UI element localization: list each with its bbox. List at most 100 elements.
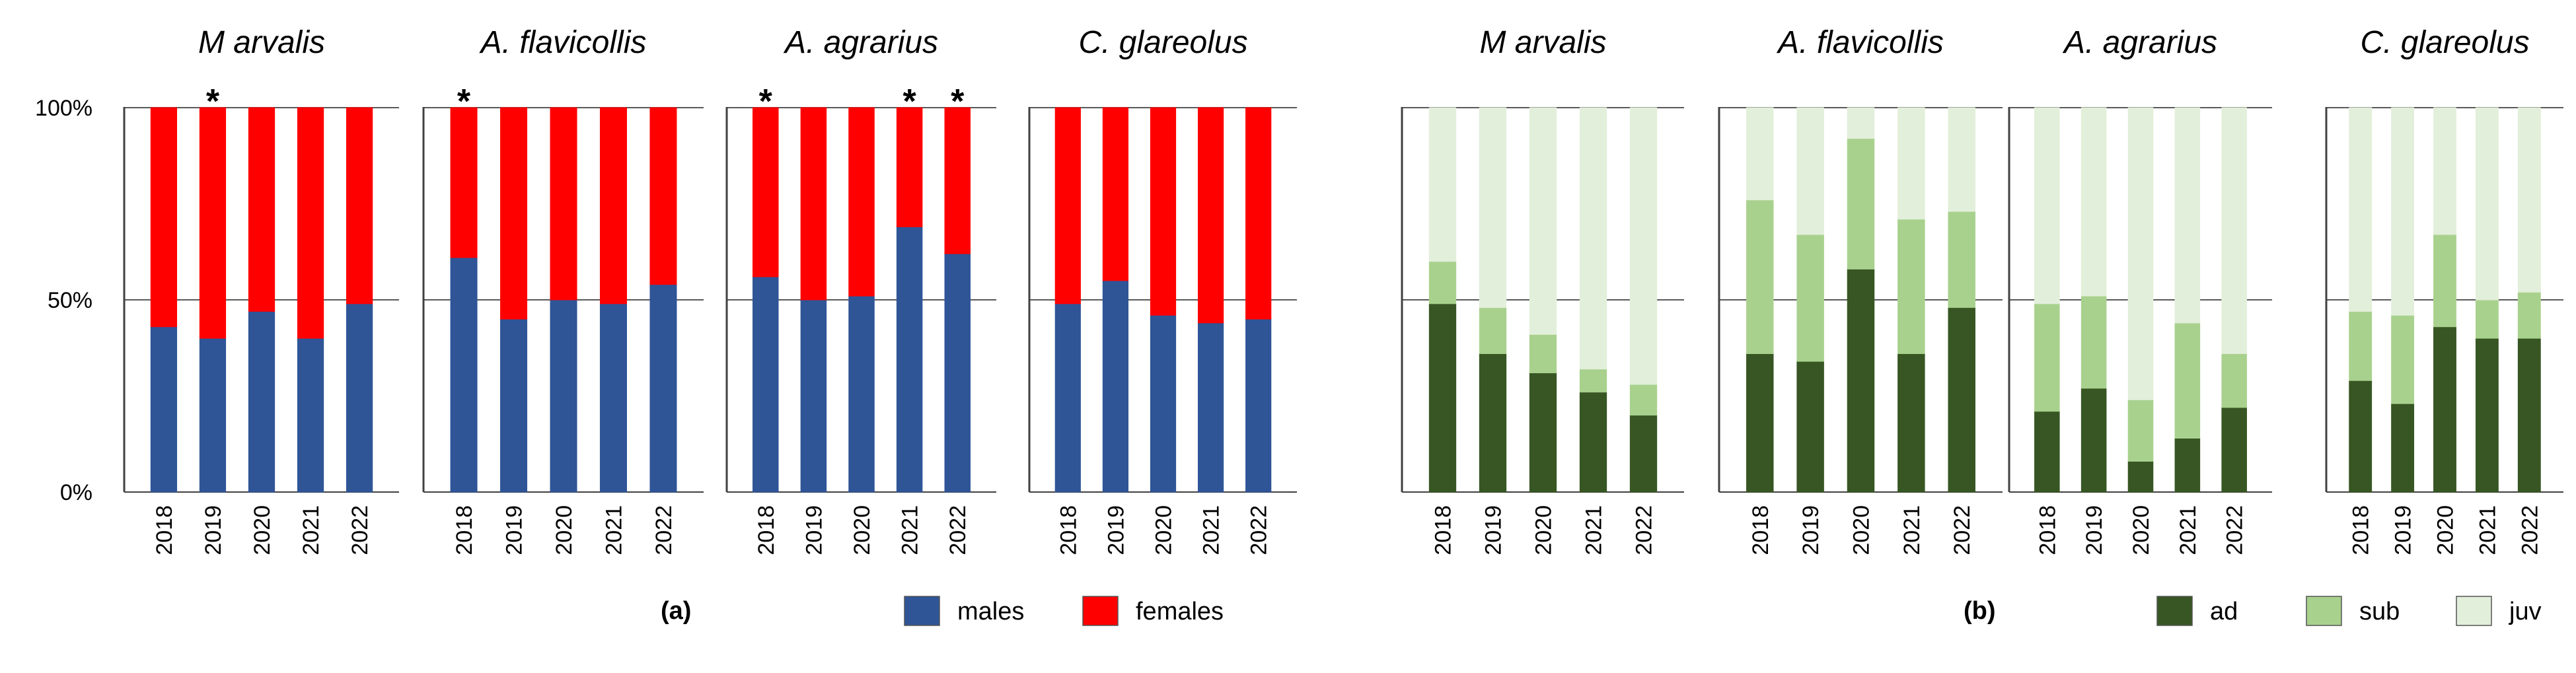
x-tick-label: 2019	[201, 505, 226, 555]
bar-segment-females	[1197, 107, 1224, 324]
bar-segment-females	[753, 107, 779, 277]
bar-segment-females	[896, 107, 923, 227]
bar-segment-juv	[1529, 107, 1557, 335]
x-tick-label: 2022	[1950, 505, 1975, 555]
bar-segment-females	[199, 107, 227, 339]
x-tick-label: 2018	[1748, 505, 1773, 555]
x-tick-label: 2021	[601, 505, 626, 555]
x-tick-label: 2018	[452, 505, 477, 555]
bar-segment-sub	[2080, 295, 2107, 389]
bar-segment-juv	[1746, 107, 1774, 201]
x-tick-label: 2019	[1481, 505, 1506, 555]
bar-segment-sub	[2475, 299, 2499, 339]
bar-segment-males	[450, 257, 478, 493]
y-tick-label: 100%	[35, 96, 92, 121]
bar-segment-males	[944, 253, 971, 493]
bar-segment-females	[450, 107, 478, 258]
x-tick-label: 2022	[2517, 505, 2542, 555]
bar-segment-ad	[1579, 392, 1607, 493]
bar-segment-juv	[2034, 107, 2060, 304]
x-tick-label: 2022	[2223, 505, 2248, 555]
bar-segment-females	[248, 107, 276, 312]
x-tick-label: 2019	[1798, 505, 1823, 555]
legend-label: females	[1136, 598, 1224, 625]
x-tick-label: 2022	[1632, 505, 1657, 555]
subplot-title: C. glareolus	[1078, 25, 1247, 60]
bar-segment-juv	[2127, 107, 2154, 400]
significance-star: *	[206, 83, 220, 121]
x-tick-label: 2019	[1103, 505, 1128, 555]
bar-segment-females	[1150, 107, 1177, 316]
subplot-title: A. flavicollis	[479, 25, 647, 60]
bar-segment-ad	[2080, 388, 2107, 493]
significance-star: *	[951, 83, 965, 121]
bar-segment-sub	[2391, 314, 2415, 404]
bar-segment-ad	[1428, 303, 1457, 493]
bar-segment-ad	[2174, 438, 2201, 493]
bar-segment-ad	[1629, 415, 1658, 493]
subplot-title: A. agrarius	[2062, 25, 2217, 60]
bar-segment-females	[1245, 107, 1272, 320]
legend-swatch-females	[1082, 596, 1119, 626]
bar-segment-males	[1102, 280, 1129, 493]
bar-segment-sub	[2174, 322, 2201, 439]
y-tick-label: 50%	[48, 288, 92, 313]
x-tick-label: 2019	[801, 505, 827, 555]
bar-segment-juv	[2475, 107, 2499, 301]
bar-segment-juv	[1796, 107, 1824, 235]
bar-segment-sub	[2517, 291, 2541, 339]
bar-segment-juv	[2433, 107, 2456, 235]
bar-segment-ad	[2349, 380, 2373, 493]
subplot-title: C. glareolus	[2360, 25, 2529, 60]
bar-segment-females	[297, 107, 324, 339]
bar-segment-juv	[1629, 107, 1658, 385]
significance-star: *	[457, 83, 471, 121]
x-tick-label: 2021	[299, 505, 324, 555]
bar-segment-sub	[2034, 303, 2060, 412]
x-tick-label: 2018	[754, 505, 779, 555]
bar-segment-sub	[1629, 384, 1658, 416]
bar-segment-males	[1054, 303, 1081, 493]
bar-segment-males	[150, 326, 178, 493]
x-tick-label: 2018	[1056, 505, 1081, 555]
bar-segment-sub	[1847, 138, 1875, 269]
x-tick-label: 2020	[1849, 505, 1874, 555]
x-tick-label: 2020	[552, 505, 577, 555]
bar-segment-juv	[2349, 107, 2373, 312]
bar-segment-males	[848, 295, 875, 493]
x-tick-label: 2021	[1582, 505, 1607, 555]
bar-segment-females	[1054, 107, 1081, 304]
bar-segment-ad	[2391, 403, 2415, 493]
legend-label: ad	[2210, 598, 2238, 625]
bar-segment-females	[150, 107, 178, 328]
bar-segment-females	[1102, 107, 1129, 281]
bar-segment-females	[500, 107, 528, 320]
bar-segment-females	[599, 107, 627, 304]
panel-label: (b)	[1964, 597, 1996, 625]
bar-segment-females	[848, 107, 875, 297]
bar-segment-juv	[2517, 107, 2541, 293]
bar-segment-males	[1150, 314, 1177, 493]
bar-segment-sub	[2221, 353, 2247, 408]
x-tick-label: 2018	[152, 505, 177, 555]
bar-segment-sub	[2349, 310, 2373, 381]
bar-segment-males	[896, 226, 923, 493]
legend-label: sub	[2359, 598, 2400, 625]
x-tick-label: 2021	[898, 505, 923, 555]
x-tick-label: 2022	[348, 505, 373, 555]
bar-segment-juv	[2221, 107, 2247, 354]
bar-segment-sub	[1579, 369, 1607, 393]
legend-swatch-males	[904, 596, 940, 626]
x-tick-label: 2020	[2433, 505, 2458, 555]
bar-segment-ad	[1796, 361, 1824, 493]
significance-star: *	[759, 83, 773, 121]
bar-segment-sub	[1948, 211, 1975, 308]
legend-label: juv	[2509, 598, 2542, 625]
x-tick-label: 2019	[2391, 505, 2416, 555]
bar-segment-juv	[2080, 107, 2107, 297]
x-tick-label: 2018	[2349, 505, 2374, 555]
bar-segment-males	[346, 303, 373, 493]
x-tick-label: 2022	[1247, 505, 1272, 555]
x-tick-label: 2018	[1430, 505, 1455, 555]
